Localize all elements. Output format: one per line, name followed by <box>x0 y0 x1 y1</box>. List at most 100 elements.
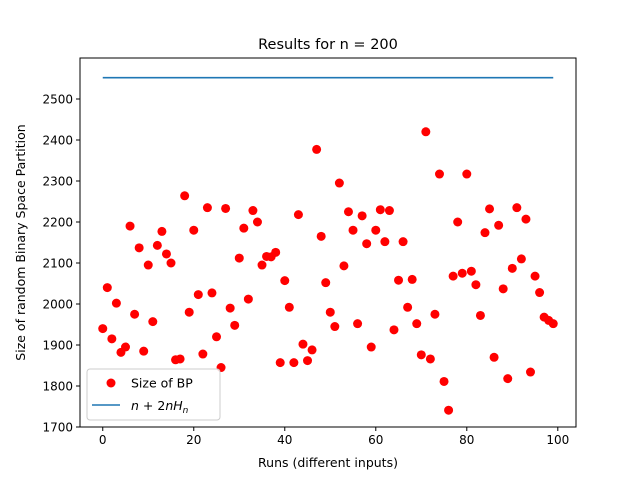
data-point-size-of-bp <box>98 324 108 334</box>
data-point-size-of-bp <box>494 220 504 230</box>
data-point-size-of-bp <box>125 221 135 231</box>
data-point-size-of-bp <box>448 271 458 281</box>
y-tick-label: 2200 <box>42 216 73 230</box>
y-tick-label: 1900 <box>42 339 73 353</box>
data-point-size-of-bp <box>189 225 199 235</box>
data-point-size-of-bp <box>357 211 367 221</box>
data-point-size-of-bp <box>430 309 440 319</box>
data-point-size-of-bp <box>439 376 449 386</box>
data-point-size-of-bp <box>303 356 313 366</box>
data-point-size-of-bp <box>516 254 526 264</box>
data-point-size-of-bp <box>243 294 253 304</box>
data-point-size-of-bp <box>102 283 112 293</box>
data-point-size-of-bp <box>394 275 404 285</box>
data-point-size-of-bp <box>548 319 558 329</box>
y-tick-label: 1700 <box>42 421 73 435</box>
data-point-size-of-bp <box>421 127 431 137</box>
data-point-size-of-bp <box>252 217 262 227</box>
data-point-size-of-bp <box>507 263 517 273</box>
data-point-size-of-bp <box>503 374 513 384</box>
data-point-size-of-bp <box>289 358 299 368</box>
data-point-size-of-bp <box>412 319 422 329</box>
x-tick-label: 40 <box>277 433 292 447</box>
data-point-size-of-bp <box>143 260 153 270</box>
data-point-size-of-bp <box>230 320 240 330</box>
data-point-size-of-bp <box>152 240 162 250</box>
data-point-size-of-bp <box>353 319 363 329</box>
data-point-size-of-bp <box>157 226 167 236</box>
data-point-size-of-bp <box>298 339 308 349</box>
data-point-size-of-bp <box>175 354 185 364</box>
data-point-size-of-bp <box>166 258 176 268</box>
x-tick-label: 0 <box>99 433 107 447</box>
x-tick-label: 100 <box>546 433 569 447</box>
legend-marker-size-of-bp <box>106 378 116 388</box>
data-point-size-of-bp <box>307 345 317 355</box>
data-point-size-of-bp <box>139 346 149 356</box>
y-tick-label: 2500 <box>42 93 73 107</box>
y-tick-label: 2300 <box>42 175 73 189</box>
data-point-size-of-bp <box>275 358 285 368</box>
data-point-size-of-bp <box>498 284 508 294</box>
legend-box <box>86 368 221 421</box>
data-point-size-of-bp <box>380 237 390 247</box>
axes-frame <box>79 57 577 428</box>
data-point-size-of-bp <box>371 225 381 235</box>
data-point-size-of-bp <box>198 349 208 359</box>
data-point-size-of-bp <box>366 342 376 352</box>
data-point-size-of-bp <box>312 144 322 154</box>
data-point-size-of-bp <box>284 302 294 312</box>
data-point-size-of-bp <box>343 207 353 217</box>
legend-label-size-of-bp: Size of BP <box>131 376 193 391</box>
data-point-size-of-bp <box>321 278 331 288</box>
data-point-size-of-bp <box>403 302 413 312</box>
data-point-size-of-bp <box>480 228 490 238</box>
data-point-size-of-bp <box>489 352 499 362</box>
y-tick-label: 2100 <box>42 257 73 271</box>
y-tick-label: 1800 <box>42 380 73 394</box>
legend: Size of BP n + 2nHn <box>86 368 221 421</box>
data-point-size-of-bp <box>161 249 171 259</box>
data-point-size-of-bp <box>407 274 417 284</box>
data-point-size-of-bp <box>485 204 495 214</box>
y-tick-label: 2400 <box>42 134 73 148</box>
data-point-size-of-bp <box>462 169 472 179</box>
data-point-size-of-bp <box>453 217 463 227</box>
data-point-size-of-bp <box>316 231 326 241</box>
data-point-size-of-bp <box>325 307 335 317</box>
data-point-size-of-bp <box>257 260 267 270</box>
x-tick-label: 20 <box>186 433 201 447</box>
data-point-size-of-bp <box>389 325 399 335</box>
data-point-size-of-bp <box>362 239 372 249</box>
data-point-size-of-bp <box>384 206 394 216</box>
data-point-size-of-bp <box>234 253 244 263</box>
data-point-size-of-bp <box>348 225 358 235</box>
data-point-size-of-bp <box>212 332 222 342</box>
data-point-size-of-bp <box>239 223 249 233</box>
data-point-size-of-bp <box>416 350 426 360</box>
data-point-size-of-bp <box>512 203 522 213</box>
data-point-size-of-bp <box>134 243 144 253</box>
y-axis-label: Size of random Binary Space Partition <box>13 124 28 360</box>
data-point-size-of-bp <box>530 271 540 281</box>
data-point-size-of-bp <box>280 276 290 286</box>
data-point-size-of-bp <box>202 203 212 213</box>
data-point-size-of-bp <box>375 205 385 215</box>
data-point-size-of-bp <box>184 307 194 317</box>
x-axis-label: Runs (different inputs) <box>258 455 398 470</box>
data-point-size-of-bp <box>457 268 467 278</box>
x-tick-label: 60 <box>368 433 383 447</box>
data-point-size-of-bp <box>180 191 190 201</box>
data-point-size-of-bp <box>475 310 485 320</box>
data-point-size-of-bp <box>221 203 231 213</box>
data-point-size-of-bp <box>107 334 117 344</box>
data-point-size-of-bp <box>330 322 340 332</box>
data-point-size-of-bp <box>271 247 281 257</box>
data-point-size-of-bp <box>425 354 435 364</box>
data-point-size-of-bp <box>148 317 158 327</box>
data-point-size-of-bp <box>121 342 131 352</box>
data-point-size-of-bp <box>339 261 349 271</box>
x-tick-label: 80 <box>459 433 474 447</box>
data-point-size-of-bp <box>248 206 258 216</box>
